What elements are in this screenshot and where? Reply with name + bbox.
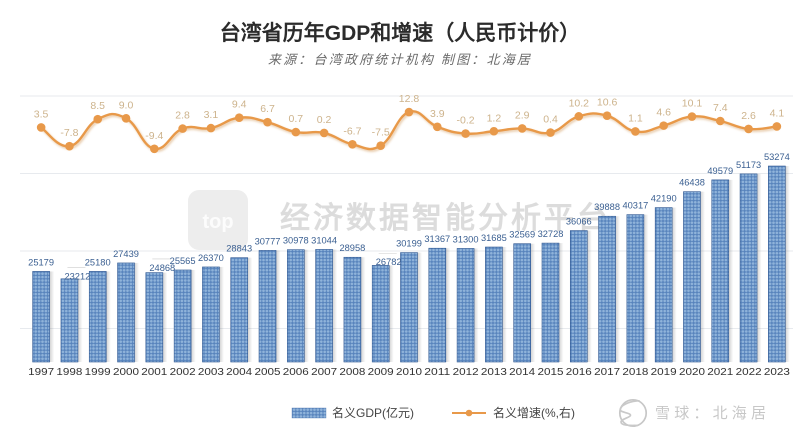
svg-text:名义GDP(亿元): 名义GDP(亿元)	[332, 405, 414, 420]
svg-text:2022: 2022	[736, 367, 763, 378]
svg-text:12.8: 12.8	[399, 93, 420, 105]
svg-text:23212: 23212	[64, 271, 90, 281]
svg-text:51173: 51173	[736, 160, 761, 170]
svg-text:2019: 2019	[651, 367, 678, 378]
svg-text:36066: 36066	[566, 217, 592, 227]
svg-text:2.8: 2.8	[175, 110, 190, 122]
svg-text:4.1: 4.1	[770, 108, 785, 120]
svg-text:30199: 30199	[396, 239, 422, 249]
svg-text:32728: 32728	[538, 229, 564, 239]
svg-text:8.5: 8.5	[90, 100, 105, 112]
svg-text:2003: 2003	[198, 367, 225, 378]
svg-text:1999: 1999	[85, 367, 112, 378]
svg-text:42190: 42190	[651, 194, 677, 204]
svg-text:49579: 49579	[707, 166, 733, 176]
svg-text:2009: 2009	[368, 367, 395, 378]
svg-text:2.9: 2.9	[515, 109, 530, 121]
svg-text:3.9: 3.9	[430, 108, 445, 120]
svg-text:-9.4: -9.4	[145, 130, 163, 142]
svg-text:雪球：北海居: 雪球：北海居	[655, 405, 770, 422]
svg-text:1998: 1998	[56, 367, 83, 378]
svg-text:10.2: 10.2	[569, 97, 590, 109]
svg-text:31300: 31300	[453, 235, 479, 245]
svg-text:28843: 28843	[226, 244, 252, 254]
svg-text:0.4: 0.4	[543, 114, 558, 126]
svg-text:2011: 2011	[424, 367, 451, 378]
svg-text:2010: 2010	[396, 367, 423, 378]
svg-text:30978: 30978	[283, 236, 309, 246]
svg-text:39888: 39888	[594, 202, 620, 212]
svg-text:2017: 2017	[594, 367, 621, 378]
svg-text:2004: 2004	[226, 367, 253, 378]
svg-text:25565: 25565	[170, 256, 196, 266]
svg-text:10.1: 10.1	[682, 98, 703, 110]
svg-text:2013: 2013	[481, 367, 508, 378]
svg-text:26370: 26370	[198, 253, 224, 263]
svg-text:4.6: 4.6	[656, 107, 671, 119]
svg-text:26782: 26782	[376, 257, 402, 267]
svg-text:31044: 31044	[311, 235, 337, 245]
svg-text:-6.7: -6.7	[343, 125, 361, 137]
svg-text:2016: 2016	[566, 367, 593, 378]
svg-text:-0.2: -0.2	[457, 115, 475, 127]
svg-text:2008: 2008	[339, 367, 366, 378]
svg-text:-7.5: -7.5	[372, 127, 390, 139]
svg-text:2018: 2018	[622, 367, 649, 378]
svg-text:10.6: 10.6	[597, 97, 618, 109]
svg-text:3.1: 3.1	[204, 109, 219, 121]
svg-text:1997: 1997	[28, 367, 55, 378]
svg-text:2001: 2001	[141, 367, 168, 378]
svg-text:9.0: 9.0	[119, 99, 134, 111]
svg-text:2002: 2002	[170, 367, 197, 378]
svg-text:32569: 32569	[509, 230, 535, 240]
svg-text:40317: 40317	[622, 201, 648, 211]
svg-text:2000: 2000	[113, 367, 140, 378]
svg-text:2020: 2020	[679, 367, 706, 378]
svg-text:28958: 28958	[339, 243, 365, 253]
svg-text:0.2: 0.2	[317, 114, 332, 126]
svg-text:2007: 2007	[311, 367, 338, 378]
svg-text:2006: 2006	[283, 367, 310, 378]
svg-text:53274: 53274	[764, 152, 790, 162]
svg-text:30777: 30777	[255, 236, 281, 246]
svg-text:31685: 31685	[481, 233, 507, 243]
svg-text:3.5: 3.5	[34, 108, 49, 120]
svg-text:2014: 2014	[509, 367, 536, 378]
svg-text:2012: 2012	[453, 367, 480, 378]
svg-text:0.7: 0.7	[288, 113, 303, 125]
svg-text:31367: 31367	[424, 234, 450, 244]
svg-text:25179: 25179	[28, 257, 54, 267]
svg-text:9.4: 9.4	[232, 99, 247, 111]
svg-text:1.2: 1.2	[487, 112, 502, 124]
svg-text:1.1: 1.1	[628, 112, 643, 124]
svg-text:-7.8: -7.8	[60, 127, 78, 139]
svg-text:2021: 2021	[707, 367, 734, 378]
svg-text:25180: 25180	[85, 257, 111, 267]
svg-text:名义增速(%,右): 名义增速(%,右)	[493, 405, 575, 420]
svg-text:2015: 2015	[538, 367, 565, 378]
svg-text:top: top	[202, 211, 233, 233]
svg-text:6.7: 6.7	[260, 103, 275, 115]
svg-text:2023: 2023	[764, 367, 791, 378]
svg-text:2.6: 2.6	[741, 110, 756, 122]
svg-text:7.4: 7.4	[713, 102, 728, 114]
svg-text:2005: 2005	[255, 367, 282, 378]
svg-text:27439: 27439	[113, 249, 139, 259]
svg-text:46438: 46438	[679, 178, 705, 188]
